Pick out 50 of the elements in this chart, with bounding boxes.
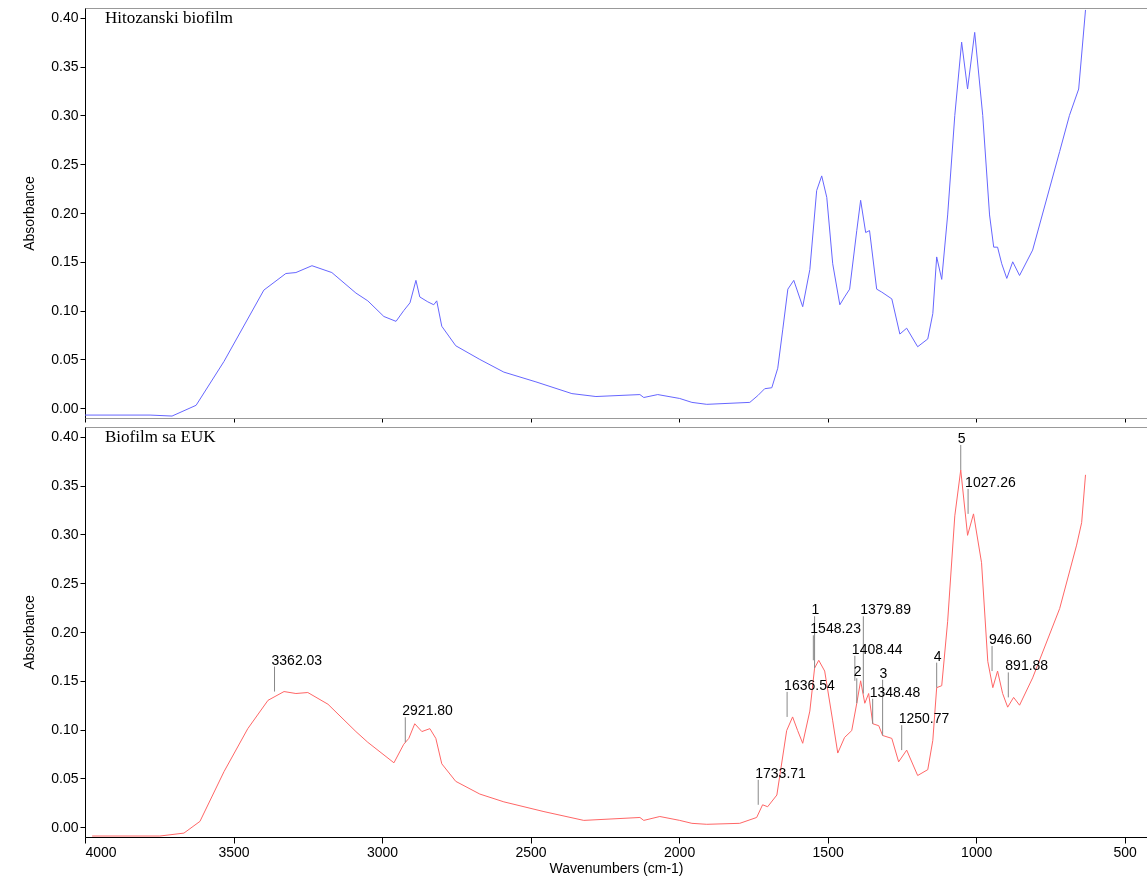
y-tick-label: 0.25 (51, 574, 79, 591)
y-tick-label: 0.15 (51, 672, 79, 689)
annotation: 4 (933, 647, 942, 664)
y-tick-label: 0.25 (51, 155, 79, 172)
y-tick-label: 0.00 (51, 399, 79, 416)
x-tick-label: 2000 (664, 843, 696, 860)
line-series (91, 469, 1087, 837)
annotation: 1408.44 (851, 640, 903, 657)
y-tick-label: 0.00 (51, 818, 79, 835)
annotation: 891.88 (1005, 657, 1049, 674)
annotation: 5 (957, 429, 966, 446)
annotation: 1 (811, 601, 820, 618)
x-axis-title: Wavenumbers (cm-1) (549, 859, 684, 876)
y-tick-label: 0.05 (51, 350, 79, 367)
y-tick-label: 0.15 (51, 253, 79, 270)
annotation: 946.60 (989, 631, 1033, 648)
chart-title: Hitozanski biofilm (105, 8, 233, 27)
y-tick-label: 0.10 (51, 721, 79, 738)
x-tick-label: 1500 (812, 843, 844, 860)
chart-title: Biofilm sa EUK (105, 427, 217, 446)
annotation: 3 (879, 664, 888, 681)
annotation: 1733.71 (755, 764, 807, 781)
y-tick-label: 0.30 (51, 106, 79, 123)
x-tick-label: 500 (1113, 843, 1138, 860)
y-tick-label: 0.20 (51, 204, 79, 221)
annotation: 2921.80 (402, 702, 454, 719)
x-tick-label: 1000 (961, 843, 993, 860)
x-tick-label: 4000 (85, 843, 117, 860)
y-tick-label: 0.40 (51, 9, 79, 26)
y-tick-label: 0.35 (51, 477, 79, 494)
annotation: 1548.23 (810, 620, 862, 637)
annotation: 3362.03 (271, 651, 323, 668)
y-axis-title: Absorbance (21, 594, 38, 670)
y-tick-label: 0.40 (51, 428, 79, 445)
y-tick-label: 0.35 (51, 58, 79, 75)
x-tick-label: 2500 (515, 843, 547, 860)
annotation: 1636.54 (784, 676, 835, 693)
y-tick-label: 0.10 (51, 302, 79, 319)
line-series (85, 9, 1087, 417)
annotation: 2 (853, 663, 862, 680)
x-tick-label: 3500 (218, 843, 250, 860)
annotation: 1027.26 (965, 473, 1016, 490)
annotation: 1379.89 (860, 601, 912, 618)
x-tick-label: 3000 (366, 843, 399, 860)
annotation: 1250.77 (898, 710, 950, 727)
y-tick-label: 0.30 (51, 525, 79, 542)
annotation: 1348.48 (869, 683, 921, 700)
y-axis-title: Absorbance (21, 175, 38, 251)
y-tick-label: 0.20 (51, 623, 79, 640)
y-tick-label: 0.05 (51, 769, 79, 786)
